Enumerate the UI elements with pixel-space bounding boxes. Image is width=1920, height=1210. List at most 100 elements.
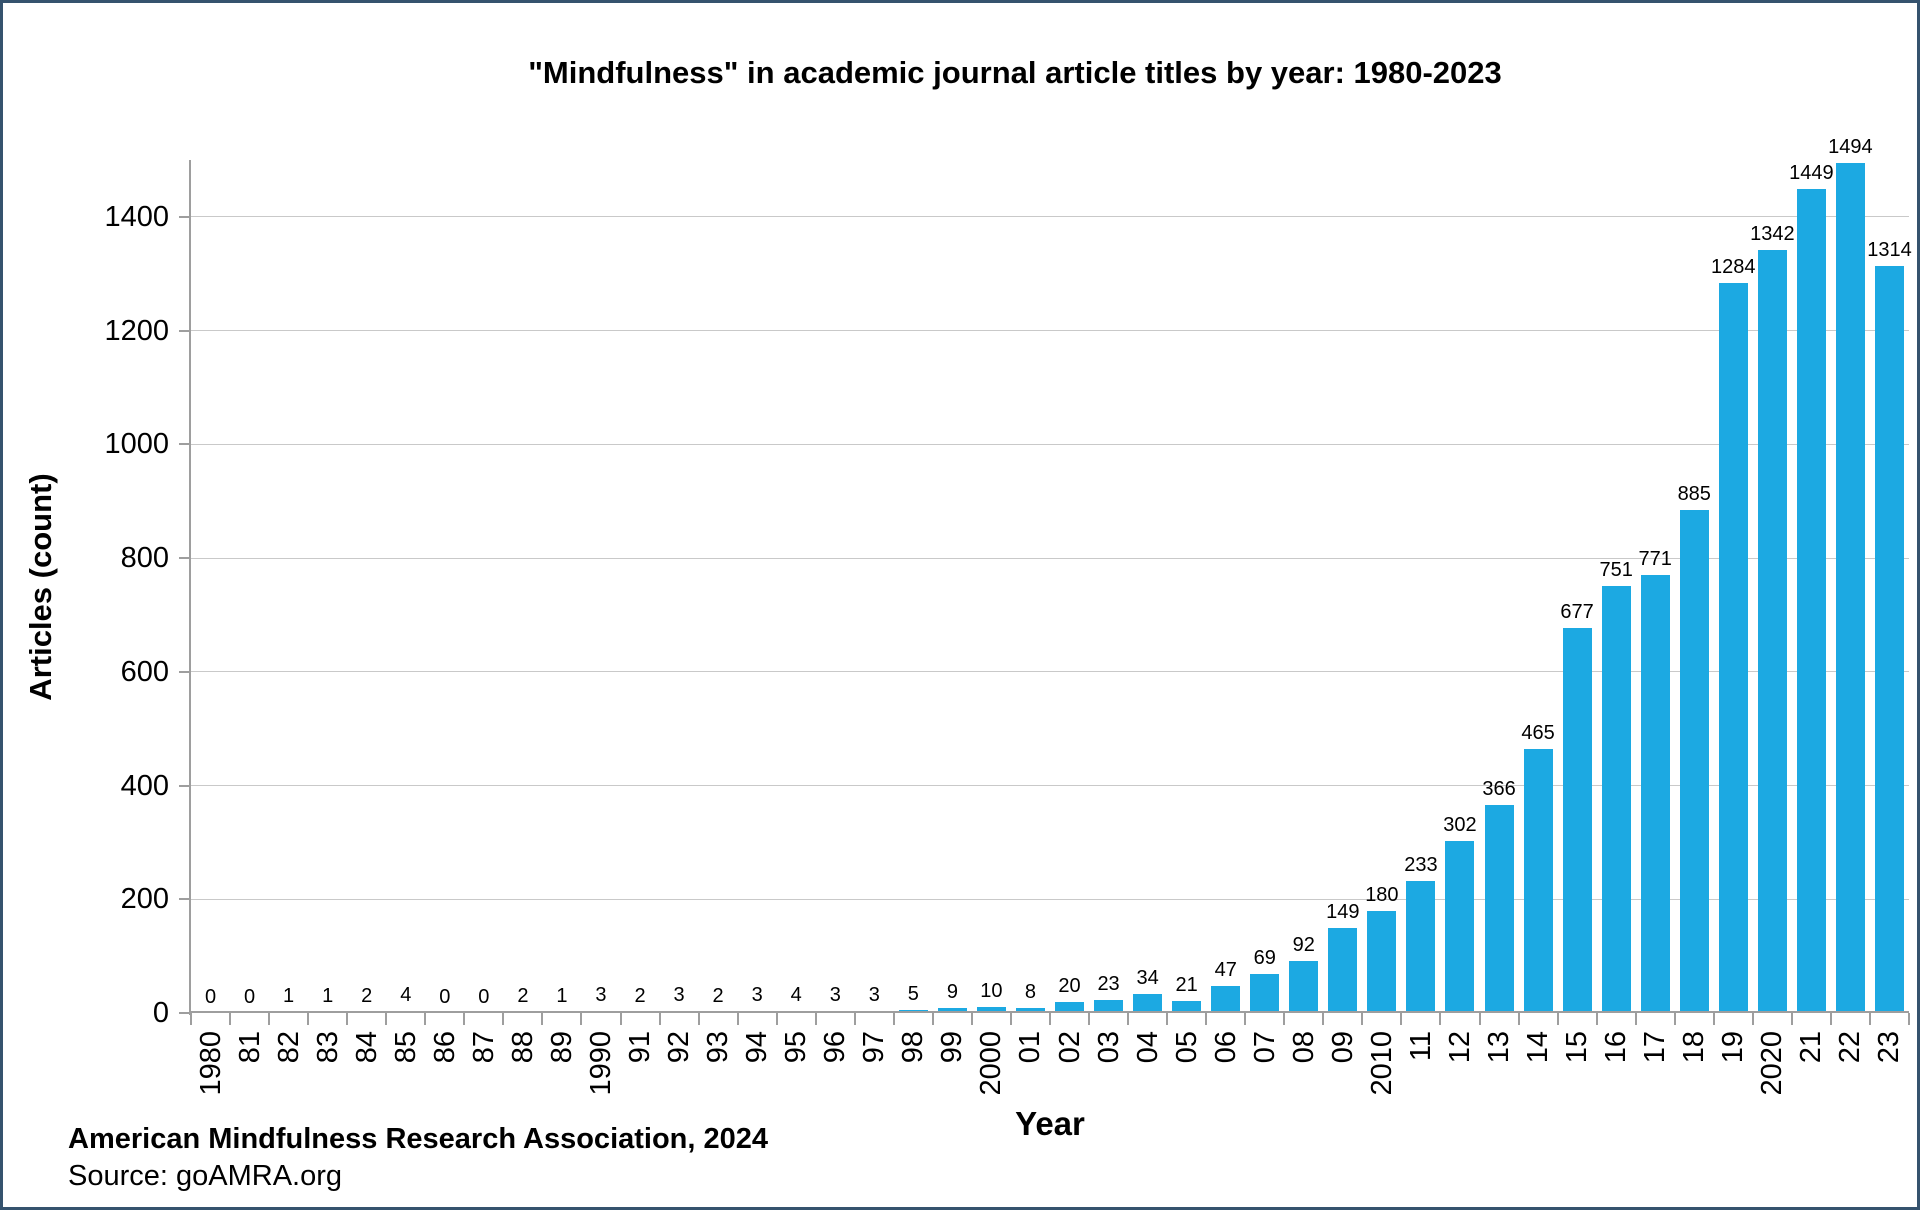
bar [1015,1008,1045,1013]
bar [1367,910,1397,1013]
bar-value-label: 2 [712,984,724,1007]
bar-value-label: 366 [1482,777,1516,800]
x-tick [1205,1013,1208,1025]
source-text: Source: goAMRA.org [68,1160,343,1192]
x-axis-title: Year [1015,1105,1085,1142]
bar-value-label: 2 [361,984,373,1007]
y-axis-line [189,160,191,1015]
bar [1094,999,1124,1013]
x-tick-label: 16 [1600,1031,1633,1064]
gridline [191,216,1909,218]
x-tick [1478,1013,1481,1025]
y-tick-label: 800 [120,542,169,575]
bar-value-label: 10 [980,980,1003,1003]
x-tick-label: 06 [1209,1031,1242,1064]
bar-value-label: 180 [1365,883,1399,906]
x-tick-label: 94 [741,1031,774,1064]
x-tick-label: 2000 [975,1031,1008,1096]
y-tick-label: 600 [120,655,169,688]
bar-value-label: 302 [1443,814,1477,837]
bar [1679,509,1709,1013]
x-tick [1751,1013,1754,1025]
bar [1757,249,1787,1013]
x-tick [1283,1013,1286,1025]
x-tick [1595,1013,1598,1025]
bar-value-label: 92 [1292,933,1315,956]
x-tick-label: 04 [1131,1031,1164,1064]
bar-value-label: 233 [1404,853,1438,876]
bar-value-label: 0 [204,986,217,1008]
bar [1601,585,1631,1013]
x-tick-label: 02 [1053,1031,1086,1064]
bar-value-label: 47 [1214,959,1237,982]
x-tick [892,1013,895,1025]
x-tick-label: 22 [1834,1031,1867,1064]
x-tick [1868,1013,1871,1025]
bar-value-label: 1 [283,985,295,1008]
x-tick-label: 2020 [1756,1031,1789,1096]
x-tick [463,1013,466,1025]
bar-value-label: 1314 [1867,238,1912,261]
x-tick [1166,1013,1169,1025]
x-tick [502,1013,505,1025]
attribution-block: American Mindfulness Research Associatio… [68,1121,768,1195]
bar-value-label: 751 [1599,558,1633,581]
x-tick [1908,1013,1910,1025]
bar-value-label: 0 [439,986,451,1008]
bar-value-label: 69 [1253,946,1276,969]
x-tick-label: 18 [1678,1031,1711,1064]
bar [1133,993,1163,1013]
x-tick-label: 82 [272,1031,305,1064]
gridline [191,443,1909,445]
bar-value-label: 1 [322,985,334,1008]
gridline [191,671,1909,673]
bar-value-label: 34 [1136,966,1159,989]
bar-value-label: 465 [1521,721,1555,744]
x-axis-line [189,1011,1909,1013]
x-tick [1790,1013,1793,1025]
bar-value-label: 23 [1097,972,1120,995]
bar-value-label: 3 [868,984,880,1007]
x-tick-label: 93 [702,1031,735,1064]
x-tick [1127,1013,1130,1025]
x-tick [775,1013,778,1025]
x-tick [1009,1013,1012,1025]
x-tick [658,1013,661,1025]
x-tick-label: 99 [936,1031,969,1064]
x-tick [229,1013,232,1025]
gridline [191,785,1909,787]
bar-value-label: 1449 [1789,162,1834,184]
x-tick [619,1013,622,1025]
y-tick-label: 1000 [104,428,169,461]
x-tick [385,1013,388,1025]
bar-value-label: 0 [478,986,490,1008]
plot-area: Articles (count) Year 0 1980 0 81 1 82 1 83 2 84 4… [3,3,1917,1207]
x-tick [1517,1013,1520,1025]
x-tick-label: 12 [1443,1031,1476,1064]
bar-value-label: 1284 [1711,255,1756,278]
x-tick [970,1013,973,1025]
bar [1562,628,1592,1013]
gridline [191,330,1909,332]
bar-value-label: 5 [907,983,919,1006]
x-tick-label: 81 [233,1031,266,1064]
gridline [191,898,1909,900]
x-tick [424,1013,427,1025]
bar-value-label: 3 [673,984,685,1007]
x-tick [1673,1013,1676,1025]
x-tick-label: 89 [545,1031,578,1064]
x-tick-label: 19 [1717,1031,1750,1064]
x-tick-label: 15 [1561,1031,1594,1064]
y-axis-title: Articles (count) [23,473,58,701]
bar [937,1007,967,1013]
bar-value-label: 4 [400,983,412,1006]
y-tick [179,1012,191,1014]
x-tick-label: 88 [506,1031,539,1064]
y-tick-label: 400 [120,769,169,802]
bar [1445,841,1475,1013]
y-tick-label: 0 [152,997,169,1029]
bar-value-label: 21 [1175,974,1198,997]
x-tick-label: 17 [1639,1031,1672,1064]
x-tick [346,1013,349,1025]
